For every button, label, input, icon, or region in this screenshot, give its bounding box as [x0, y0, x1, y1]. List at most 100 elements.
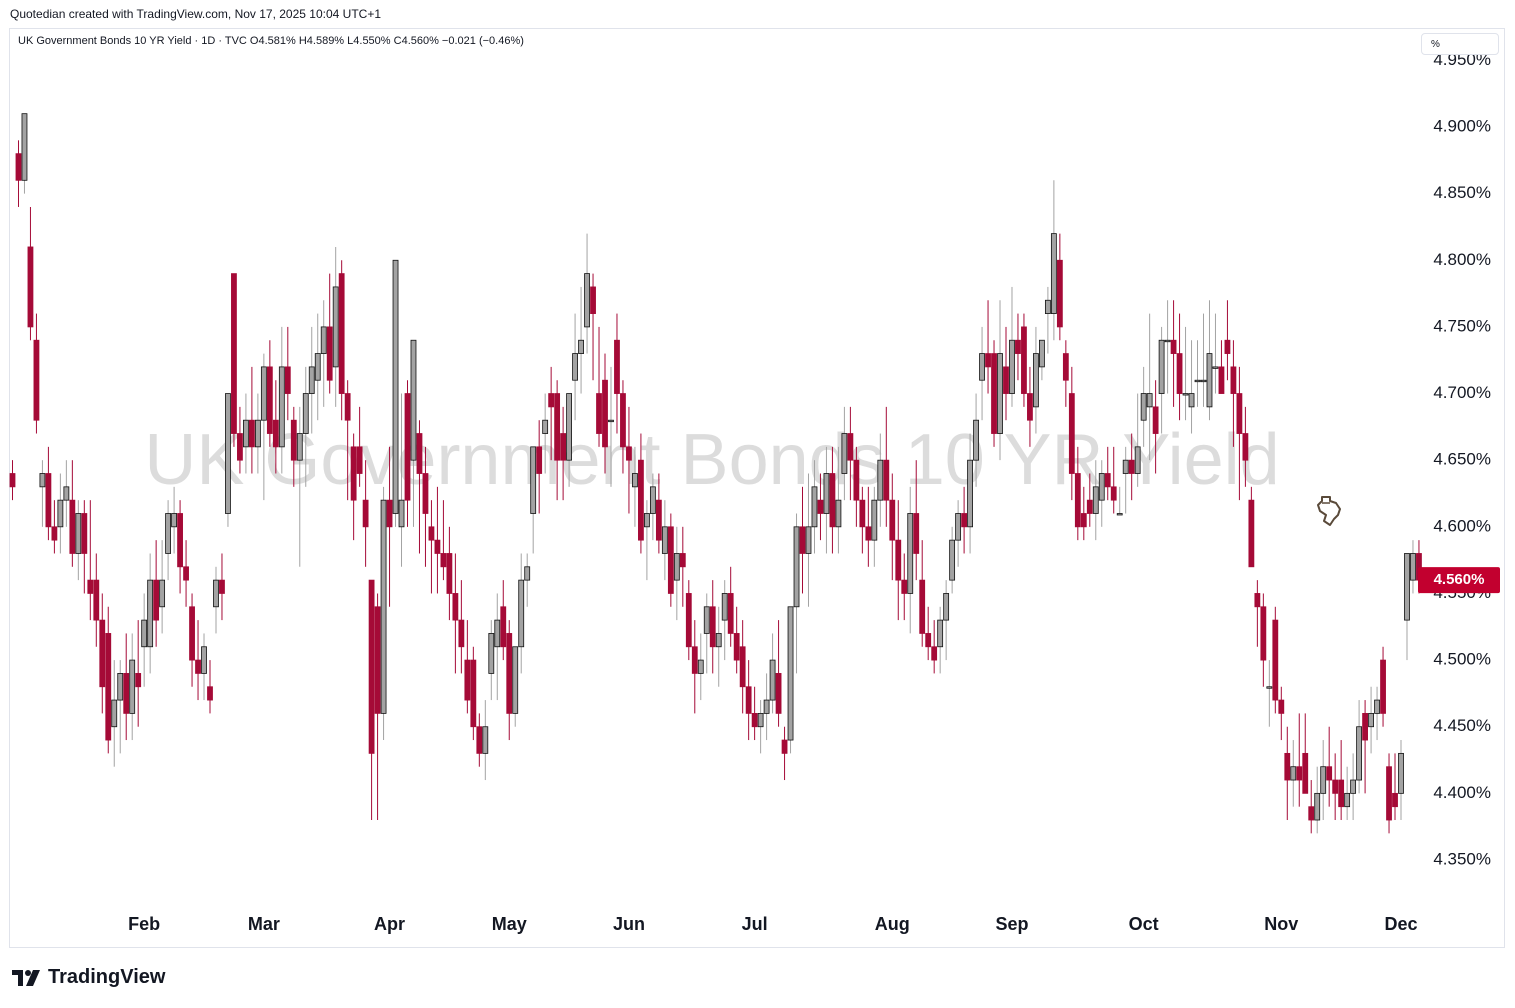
- candle-body: [1134, 446, 1141, 474]
- time-tick-label: Sep: [995, 914, 1028, 934]
- candle: [673, 526, 680, 621]
- candle: [1290, 740, 1297, 807]
- candle-body: [596, 393, 602, 434]
- candle-body: [1140, 393, 1147, 421]
- time-tick-label: Jun: [613, 914, 645, 934]
- candle-body: [919, 579, 926, 634]
- candle-body: [620, 393, 626, 448]
- symbol-watermark: UK Government Bonds 10 YR Yield: [144, 420, 1279, 500]
- candle: [183, 540, 189, 607]
- candle-body: [638, 459, 644, 541]
- candle-body: [237, 433, 243, 461]
- candle-body: [925, 633, 932, 648]
- candle-body: [141, 619, 148, 648]
- candle: [464, 620, 471, 714]
- candle: [997, 300, 1003, 461]
- unit-button[interactable]: %: [1421, 33, 1499, 55]
- candle-body: [225, 393, 231, 514]
- candle: [500, 580, 507, 661]
- candle: [51, 500, 58, 554]
- candle: [638, 433, 644, 554]
- price-axis[interactable]: 4.950%4.900%4.850%4.800%4.750%4.700%4.65…: [1433, 50, 1491, 869]
- candle-body: [1224, 339, 1231, 354]
- candle-body: [1039, 339, 1045, 368]
- candle: [739, 620, 746, 714]
- candle: [685, 580, 692, 661]
- candle: [973, 393, 979, 487]
- candle-body: [1212, 366, 1219, 369]
- candle-body: [45, 473, 52, 528]
- candle: [374, 593, 381, 821]
- candle-body: [1404, 553, 1410, 621]
- time-axis[interactable]: Feb Mar Apr May Jun Jul Aug Sep Oct Nov Dec: [128, 914, 1417, 934]
- candle: [338, 260, 345, 421]
- candle: [1074, 446, 1081, 541]
- candle: [1050, 180, 1057, 341]
- candle-body: [1200, 379, 1207, 383]
- candle-body: [1380, 659, 1386, 714]
- candle: [913, 460, 920, 581]
- candle-body: [422, 473, 429, 514]
- candle: [1039, 339, 1045, 381]
- candle: [314, 313, 321, 421]
- candle-body: [1164, 339, 1171, 343]
- candle: [1242, 406, 1249, 487]
- candle-body: [1362, 713, 1368, 741]
- candle: [135, 620, 142, 727]
- candle-body: [1009, 339, 1015, 394]
- candle-body: [685, 593, 692, 648]
- candle: [470, 646, 477, 741]
- candle: [1068, 366, 1075, 501]
- hand-cursor-icon: [1317, 496, 1341, 526]
- candle: [1164, 300, 1171, 394]
- candle-body: [123, 673, 130, 714]
- candle: [494, 593, 501, 701]
- candle-body: [1003, 366, 1009, 394]
- candle-body: [721, 593, 728, 621]
- candle-body: [171, 513, 177, 528]
- candle: [1188, 340, 1195, 434]
- candle-body: [87, 579, 94, 594]
- candle-body: [542, 419, 549, 434]
- candle: [602, 353, 608, 474]
- candle: [775, 620, 782, 727]
- candle-body: [943, 593, 950, 621]
- candle-body: [1356, 726, 1363, 781]
- candle: [829, 446, 836, 554]
- candle-body: [93, 579, 100, 621]
- candle: [1266, 660, 1273, 727]
- candle-body: [1152, 406, 1159, 434]
- candle: [620, 380, 626, 474]
- candle-body: [901, 579, 908, 594]
- candle-body: [1260, 606, 1267, 661]
- candle-body: [1122, 459, 1129, 474]
- candle-body: [434, 539, 441, 554]
- candle: [931, 620, 938, 674]
- candle-body: [655, 499, 662, 541]
- candle-body: [1236, 393, 1243, 434]
- candle-body: [392, 259, 399, 514]
- candle: [667, 513, 674, 607]
- candle-body: [1374, 699, 1380, 714]
- candle-body: [243, 419, 249, 448]
- time-tick-label: Apr: [374, 914, 405, 934]
- candle: [159, 540, 166, 634]
- candle: [1033, 326, 1039, 434]
- candle-body: [739, 646, 746, 688]
- candle: [243, 393, 249, 474]
- tradingview-logo[interactable]: TradingView: [12, 966, 165, 989]
- candle: [398, 393, 405, 567]
- candle: [1314, 766, 1321, 834]
- candle-body: [829, 473, 836, 528]
- candle: [697, 633, 704, 701]
- candle-body: [949, 539, 956, 581]
- candle: [649, 473, 656, 541]
- candle: [1080, 486, 1087, 541]
- candle-body: [189, 606, 195, 661]
- candle: [1386, 753, 1392, 834]
- candle-body: [572, 353, 578, 381]
- candle: [416, 420, 423, 554]
- candle: [590, 273, 596, 381]
- candle-body: [153, 579, 160, 621]
